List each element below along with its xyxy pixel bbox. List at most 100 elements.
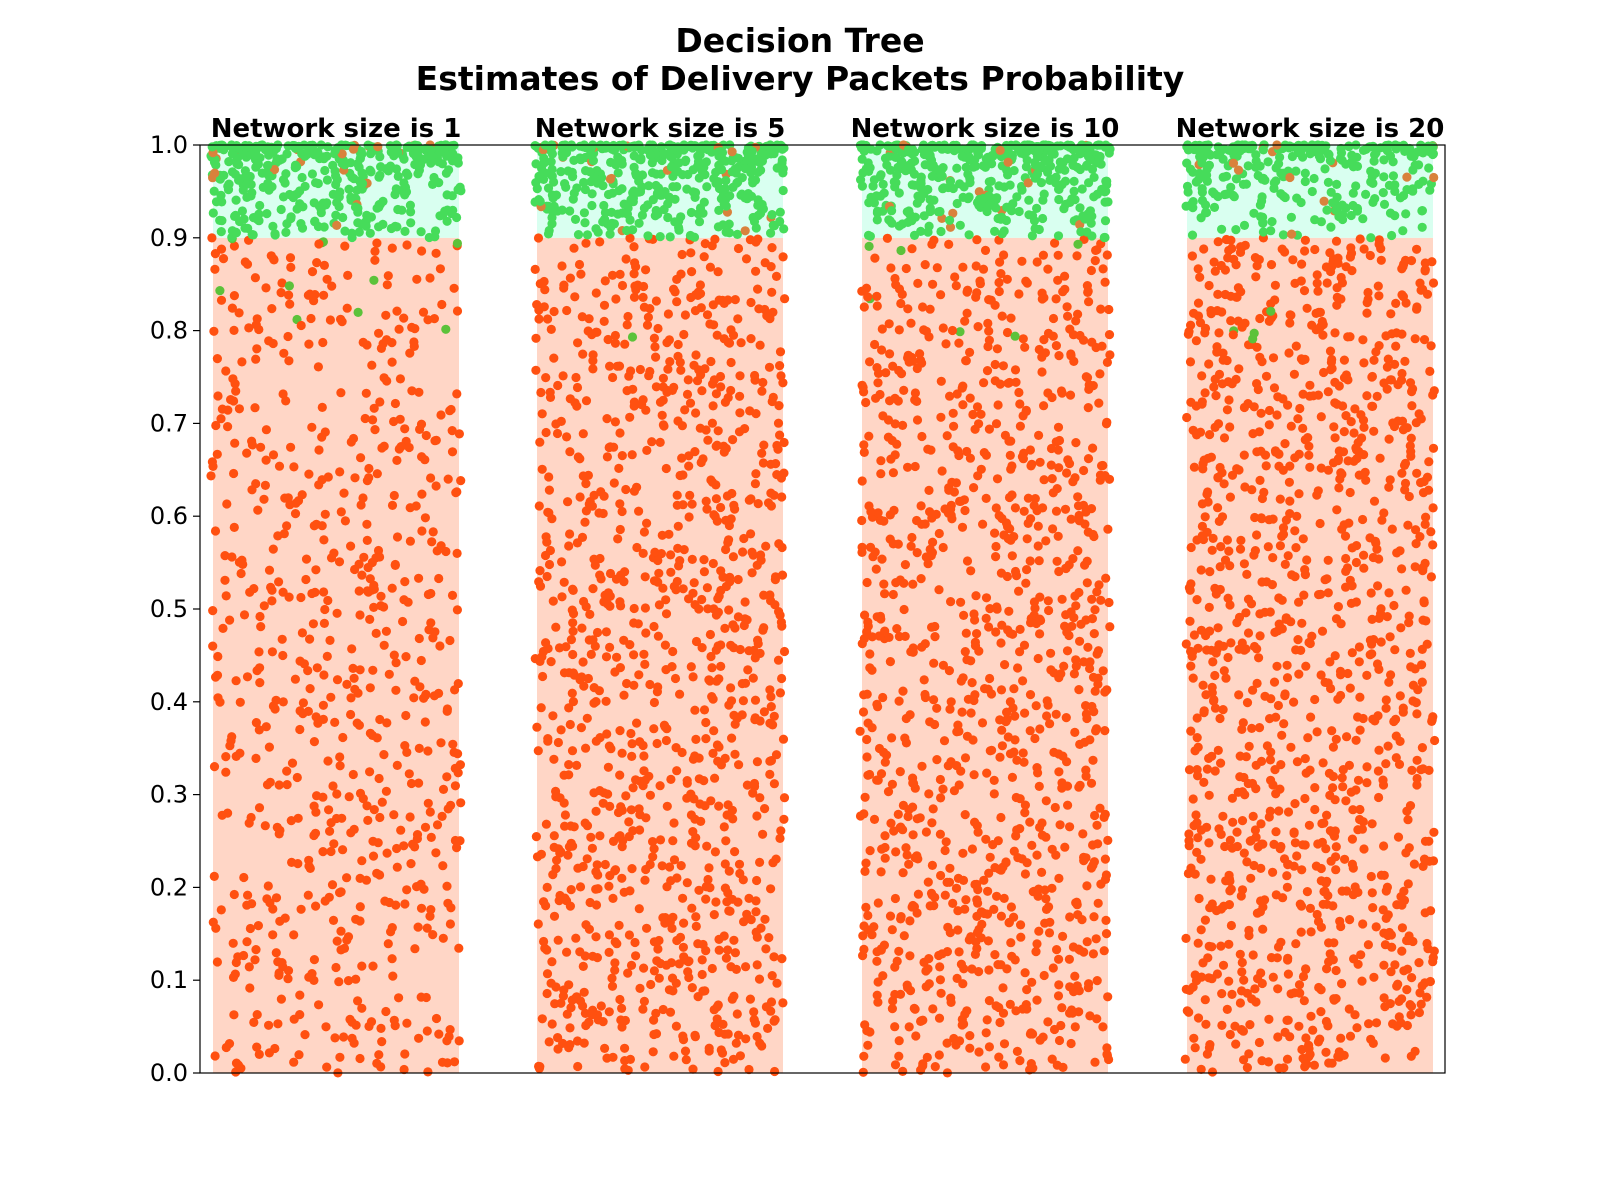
point-below-threshold — [649, 576, 660, 586]
point-below-threshold — [687, 267, 697, 277]
point-below-threshold — [743, 665, 753, 675]
point-below-threshold — [1081, 701, 1091, 711]
point-below-threshold — [713, 607, 724, 617]
point-below-threshold — [392, 862, 402, 872]
point-below-threshold — [965, 453, 976, 463]
point-below-threshold — [719, 298, 729, 308]
point-below-threshold — [1006, 535, 1016, 545]
point-below-threshold — [1283, 859, 1293, 869]
point-below-threshold — [678, 893, 688, 903]
point-below-threshold — [723, 393, 733, 403]
point-below-threshold — [209, 871, 219, 882]
point-below-threshold — [894, 1051, 904, 1061]
point-below-threshold — [1218, 811, 1228, 821]
point-below-threshold — [1048, 313, 1059, 324]
point-below-threshold — [1319, 367, 1329, 378]
point-below-threshold — [761, 944, 771, 954]
point-below-threshold — [1089, 912, 1099, 922]
point-above-threshold — [694, 217, 705, 227]
point-below-threshold — [930, 621, 940, 632]
point-below-threshold — [860, 866, 870, 877]
point-below-threshold — [431, 248, 441, 258]
point-above-threshold — [281, 227, 291, 237]
point-below-threshold — [426, 832, 436, 843]
point-below-threshold — [625, 640, 635, 650]
point-below-threshold — [999, 530, 1009, 540]
point-below-threshold — [863, 718, 873, 728]
point-below-threshold — [349, 1038, 359, 1048]
point-below-threshold — [1358, 817, 1368, 827]
point-above-threshold — [948, 183, 958, 194]
point-below-threshold — [1053, 250, 1063, 260]
point-above-threshold — [1087, 164, 1098, 174]
point-below-threshold — [442, 772, 452, 782]
point-below-threshold — [377, 797, 387, 807]
point-below-threshold — [1022, 858, 1032, 868]
point-below-threshold — [1038, 250, 1048, 260]
point-below-threshold — [887, 779, 898, 789]
point-below-threshold — [372, 469, 382, 479]
point-below-threshold — [208, 606, 218, 616]
point-below-threshold — [923, 877, 933, 887]
point-below-threshold — [304, 855, 314, 865]
point-above-threshold — [1072, 162, 1082, 172]
point-below-threshold — [1039, 401, 1049, 411]
point-below-threshold — [534, 1063, 545, 1073]
point-below-threshold — [423, 746, 433, 756]
point-below-threshold — [902, 850, 912, 860]
point-below-threshold — [746, 297, 756, 308]
point-below-threshold — [756, 923, 766, 933]
point-below-threshold — [1214, 328, 1224, 338]
point-below-threshold — [1428, 503, 1438, 513]
point-below-threshold — [575, 947, 585, 957]
point-below-threshold — [229, 241, 239, 251]
point-below-threshold — [708, 379, 718, 389]
point-below-threshold — [264, 742, 274, 752]
point-below-threshold — [533, 746, 543, 756]
point-below-threshold — [752, 1031, 762, 1042]
point-below-threshold — [700, 239, 710, 249]
point-below-threshold — [244, 962, 254, 972]
point-below-threshold — [632, 718, 642, 728]
point-below-threshold — [431, 848, 441, 858]
point-below-threshold — [228, 972, 239, 983]
point-below-threshold — [921, 827, 932, 837]
point-below-threshold — [1375, 453, 1385, 463]
point-below-threshold — [713, 267, 723, 277]
point-below-threshold — [622, 320, 632, 330]
point-below-threshold — [918, 302, 928, 312]
point-below-threshold — [1363, 940, 1373, 950]
point-below-threshold — [876, 769, 887, 779]
point-below-threshold — [778, 998, 788, 1008]
point-below-threshold — [362, 801, 372, 811]
point-below-threshold — [1061, 610, 1071, 620]
point-below-threshold — [1255, 475, 1265, 485]
point-below-threshold — [855, 726, 865, 736]
point-below-threshold — [1020, 708, 1030, 718]
point-below-threshold — [722, 810, 732, 820]
point-below-threshold — [1264, 515, 1274, 525]
point-below-threshold — [648, 837, 658, 847]
point-below-threshold — [1216, 542, 1226, 552]
point-below-threshold — [239, 872, 249, 883]
point-below-threshold — [379, 640, 389, 650]
point-below-threshold — [778, 734, 789, 744]
point-below-threshold — [560, 810, 571, 820]
point-below-threshold — [223, 405, 233, 415]
point-below-threshold — [965, 1043, 975, 1053]
point-below-threshold — [1354, 657, 1364, 667]
point-below-threshold — [574, 259, 585, 270]
point-below-threshold — [1417, 677, 1427, 687]
point-below-threshold — [950, 272, 960, 282]
point-below-threshold — [556, 416, 566, 426]
point-below-threshold — [965, 347, 975, 357]
point-below-threshold — [418, 307, 429, 317]
point-above-threshold — [1060, 165, 1070, 175]
point-below-threshold — [860, 792, 870, 802]
point-below-threshold — [1310, 783, 1320, 793]
point-below-threshold — [354, 559, 364, 569]
point-below-threshold — [624, 817, 634, 827]
point-below-threshold — [710, 511, 720, 521]
point-below-threshold — [306, 313, 316, 324]
point-below-threshold — [885, 510, 895, 520]
